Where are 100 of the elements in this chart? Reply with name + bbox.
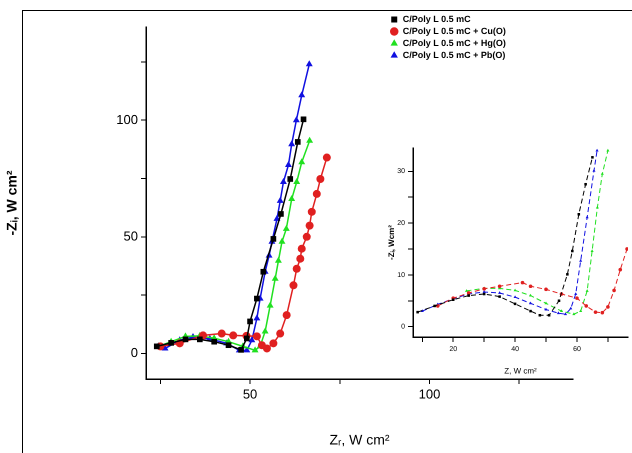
point: [579, 309, 582, 312]
point: [548, 314, 550, 317]
point: [182, 336, 188, 342]
point: [606, 148, 610, 152]
point: [575, 296, 579, 300]
point: [276, 196, 284, 203]
point: [520, 280, 524, 284]
point: [196, 336, 203, 342]
point: [270, 236, 276, 242]
point: [306, 136, 314, 143]
point: [284, 161, 292, 168]
point: [280, 178, 287, 184]
y-tick-label: 50: [124, 228, 138, 244]
point: [287, 176, 294, 182]
point: [529, 310, 532, 312]
point: [272, 274, 279, 281]
point: [292, 116, 300, 122]
point: [254, 296, 260, 302]
point: [596, 148, 599, 152]
point: [586, 289, 589, 292]
point: [252, 346, 259, 352]
point: [316, 174, 324, 183]
y-tick-label: 0: [130, 344, 138, 360]
point: [606, 305, 610, 309]
point: [586, 216, 589, 218]
point: [564, 312, 568, 316]
point: [298, 244, 306, 253]
point: [253, 314, 260, 320]
point: [544, 288, 548, 292]
x-axis-title: Zᵣ, W cm²: [329, 431, 390, 448]
point: [514, 295, 517, 298]
point: [498, 291, 502, 294]
point: [618, 268, 622, 272]
point: [302, 232, 311, 241]
point: [571, 250, 574, 252]
legend-label: C/Poly L 0.5 mC + Pb(O): [402, 50, 506, 60]
point: [226, 342, 232, 348]
point: [416, 310, 419, 314]
point: [584, 304, 588, 308]
y-axis-title: -Zᵢ, Wcm²: [387, 224, 396, 260]
point: [282, 224, 290, 231]
point: [306, 222, 314, 230]
point: [269, 339, 278, 348]
legend-label: C/Poly L 0.5 mC + Cu(O): [402, 26, 506, 36]
point: [308, 208, 316, 216]
point: [566, 273, 569, 276]
point: [464, 289, 468, 292]
point: [498, 295, 501, 298]
point: [260, 268, 266, 275]
point: [266, 302, 274, 308]
point: [293, 178, 300, 184]
point: [433, 304, 436, 308]
point: [625, 247, 628, 251]
point: [282, 311, 291, 320]
point: [596, 206, 599, 208]
point: [528, 284, 532, 288]
point: [292, 264, 301, 273]
point: [276, 330, 284, 338]
point: [612, 288, 616, 292]
point: [569, 306, 572, 310]
point: [218, 330, 226, 338]
point: [578, 213, 580, 216]
point: [556, 311, 560, 314]
legend-label: C/Poly L 0.5 mC: [402, 14, 472, 24]
line-series: [464, 148, 610, 316]
point: [498, 284, 502, 288]
point: [262, 344, 271, 352]
point: [298, 91, 306, 98]
point: [538, 314, 542, 317]
point: [288, 195, 296, 202]
point: [229, 331, 238, 340]
point: [322, 154, 331, 162]
point: [558, 299, 560, 302]
point: [278, 238, 286, 244]
point: [579, 259, 582, 262]
point: [238, 347, 244, 353]
point: [482, 292, 486, 296]
point: [590, 249, 594, 252]
point: [514, 302, 516, 306]
point: [544, 308, 548, 310]
point: [289, 281, 298, 290]
point: [574, 292, 578, 295]
y-tick-label: 100: [116, 112, 138, 127]
point: [298, 158, 306, 164]
point: [168, 340, 174, 346]
point: [560, 309, 564, 312]
point: [300, 116, 306, 122]
point: [294, 139, 301, 145]
point: [288, 140, 296, 146]
point: [312, 190, 321, 198]
point: [514, 288, 517, 292]
point: [247, 318, 253, 324]
point: [600, 172, 604, 175]
point: [262, 327, 269, 334]
point: [591, 156, 594, 159]
point: [528, 294, 532, 296]
point: [248, 336, 256, 342]
point: [296, 254, 304, 263]
point: [274, 256, 282, 263]
legend-label: C/Poly L 0.5 mC + Hg(O): [402, 38, 506, 48]
